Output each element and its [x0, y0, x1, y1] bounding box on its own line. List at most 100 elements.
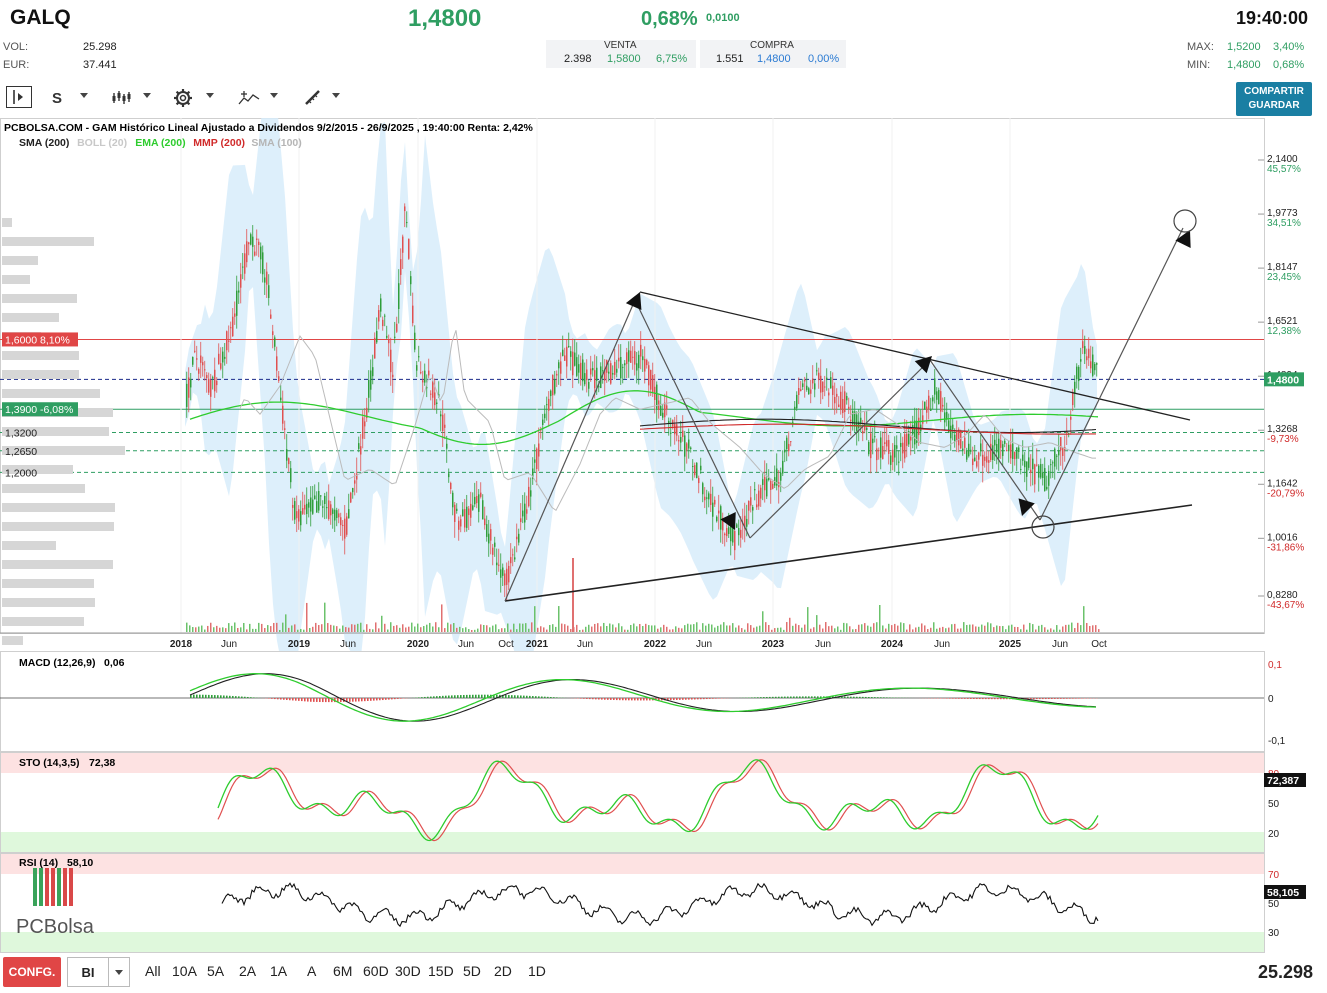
volume-bar	[711, 624, 713, 632]
candle-body	[382, 319, 384, 327]
period-button[interactable]: 6M	[333, 963, 353, 979]
gear-icon[interactable]	[171, 86, 195, 110]
candle-body	[282, 405, 284, 424]
stochastic-plot: 80502072,387	[1, 753, 1306, 852]
candle-body	[230, 327, 232, 329]
macd-histogram-bar	[850, 696, 852, 698]
candle-body	[326, 507, 328, 509]
volume-bar	[1047, 629, 1049, 632]
macd-histogram-bar	[208, 694, 210, 698]
candle-body	[864, 423, 866, 431]
period-button[interactable]: 60D	[363, 963, 389, 979]
period-selector[interactable]: S	[51, 89, 62, 107]
volume-bar	[1029, 622, 1031, 632]
volume-bar	[534, 606, 536, 632]
macd-histogram-bar	[1033, 698, 1035, 700]
volume-bar	[1005, 629, 1007, 632]
candle-body	[846, 396, 848, 401]
macd-histogram-bar	[1027, 698, 1029, 700]
period-button[interactable]: All	[145, 963, 161, 979]
candle-body	[730, 522, 732, 542]
candle-body	[516, 536, 518, 540]
period-button[interactable]: 15D	[428, 963, 454, 979]
logo-text: PCBolsa	[16, 916, 95, 938]
candles-icon[interactable]	[110, 86, 132, 110]
candle-body	[772, 483, 774, 489]
candle-body	[660, 405, 662, 416]
candle-body	[1046, 486, 1048, 490]
candle-body	[474, 496, 476, 505]
volume-bar	[882, 625, 884, 632]
volume-bar	[318, 625, 320, 632]
volume-bar	[756, 626, 758, 632]
volume-bar	[345, 627, 347, 632]
candle-body	[740, 529, 742, 538]
volume-bar	[870, 626, 872, 632]
volume-bar	[606, 626, 608, 632]
volume-bar	[936, 628, 938, 632]
config-button[interactable]: CONFG.	[3, 957, 61, 987]
time-axis-label: Jun	[577, 639, 593, 650]
macd-histogram-bar	[283, 698, 285, 700]
chart-mode-select[interactable]: BI	[67, 957, 130, 987]
compra-price: 1,4800	[757, 53, 791, 65]
volume-bar	[639, 623, 641, 632]
candle-body	[224, 356, 226, 359]
time-axis-label: Oct	[1091, 639, 1107, 650]
pencil-ruler-icon[interactable]	[301, 86, 325, 110]
period-button[interactable]: 2D	[494, 963, 512, 979]
candle-body	[782, 460, 784, 474]
chart-type-chevron-down-icon[interactable]	[143, 93, 151, 98]
volume-bar	[453, 623, 455, 632]
volume-bar	[930, 627, 932, 632]
macd-histogram-bar	[355, 698, 357, 702]
rsi-plot: 70 50 30 58,105	[1, 854, 1306, 952]
candle-body	[962, 448, 964, 452]
period-button[interactable]: 1A	[270, 963, 288, 979]
macd-histogram-bar	[205, 694, 207, 698]
volume-profile-bar	[2, 636, 23, 645]
period-button[interactable]: 10A	[172, 963, 197, 979]
period-button[interactable]: 5D	[463, 963, 481, 979]
volume-bar	[963, 622, 965, 632]
volume-bar	[459, 626, 461, 632]
volume-bar	[363, 629, 365, 632]
macd-histogram-bar	[808, 696, 810, 698]
volume-bar	[219, 627, 221, 632]
candle-body	[420, 372, 422, 374]
candle-body	[1036, 464, 1038, 466]
drawing-chevron-down-icon[interactable]	[270, 93, 278, 98]
candle-body	[462, 509, 464, 517]
macd-signal-line	[189, 673, 1097, 722]
settings-chevron-down-icon[interactable]	[206, 93, 214, 98]
candle-body	[186, 383, 188, 407]
left-tag-text: 1,2650	[5, 446, 37, 458]
period-button[interactable]: 2A	[239, 963, 257, 979]
rsi-oversold-zone	[1, 932, 1264, 952]
period-button[interactable]: A	[307, 963, 317, 979]
period-button[interactable]: 30D	[395, 963, 421, 979]
candles	[186, 203, 1098, 601]
share-save-button[interactable]: COMPARTIR GUARDAR	[1236, 82, 1312, 116]
period-button[interactable]: 1D	[528, 963, 546, 979]
volume-bar	[759, 625, 761, 632]
candle-body	[988, 460, 990, 463]
candle-body	[794, 406, 796, 410]
footer-volume: 25.298	[1257, 962, 1313, 982]
sidebar-toggle-icon[interactable]	[6, 86, 32, 108]
volume-bar	[702, 623, 704, 632]
candle-body	[842, 399, 844, 414]
tools-chevron-down-icon[interactable]	[332, 93, 340, 98]
drawing-tools-icon[interactable]	[237, 86, 261, 110]
sma-100-line	[239, 330, 1096, 512]
period-button[interactable]: 5A	[207, 963, 225, 979]
candle-body	[696, 462, 698, 479]
volume-bar	[198, 626, 200, 632]
period-chevron-down-icon[interactable]	[80, 93, 88, 98]
volume-bar	[1023, 624, 1025, 632]
candle-body	[1060, 437, 1062, 451]
volume-bar	[1089, 625, 1091, 632]
candle-body	[616, 368, 618, 373]
volume-bar	[642, 626, 644, 632]
